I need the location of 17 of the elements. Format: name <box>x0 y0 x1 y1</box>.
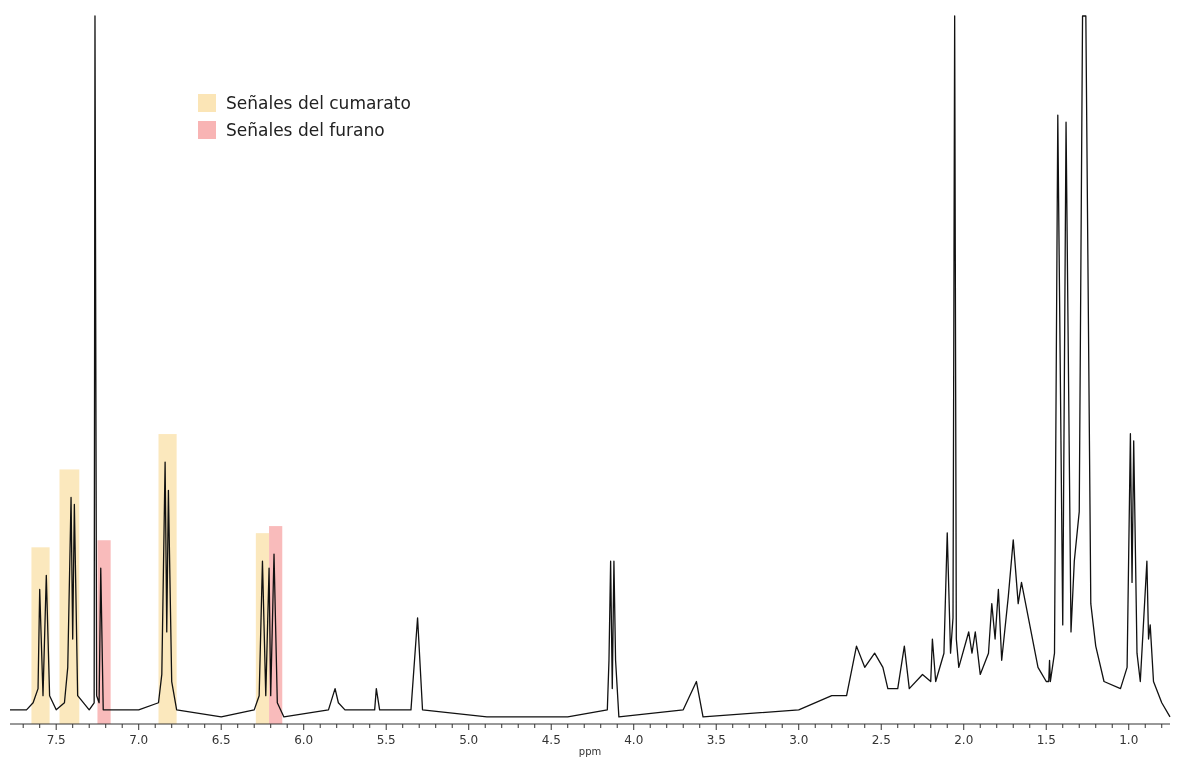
x-tick-label: 5.0 <box>459 733 479 747</box>
x-axis-title: ppm <box>578 746 602 757</box>
x-tick-label: 3.0 <box>789 733 809 747</box>
x-tick-label: 6.5 <box>211 733 231 747</box>
x-tick-label: 7.0 <box>129 733 149 747</box>
x-tick-label: 4.0 <box>624 733 644 747</box>
x-tick-label: 3.5 <box>706 733 726 747</box>
legend-label: Señales del cumarato <box>226 93 411 113</box>
legend-label: Señales del furano <box>226 120 385 140</box>
x-tick-label: 7.5 <box>46 733 66 747</box>
x-tick-label: 2.0 <box>954 733 974 747</box>
x-tick-label: 2.5 <box>871 733 891 747</box>
x-tick-label: 1.5 <box>1036 733 1056 747</box>
x-tick-label: 5.5 <box>376 733 396 747</box>
x-tick-label: 4.5 <box>541 733 561 747</box>
x-tick-label: 1.0 <box>1119 733 1139 747</box>
x-tick-label: 6.0 <box>294 733 314 747</box>
